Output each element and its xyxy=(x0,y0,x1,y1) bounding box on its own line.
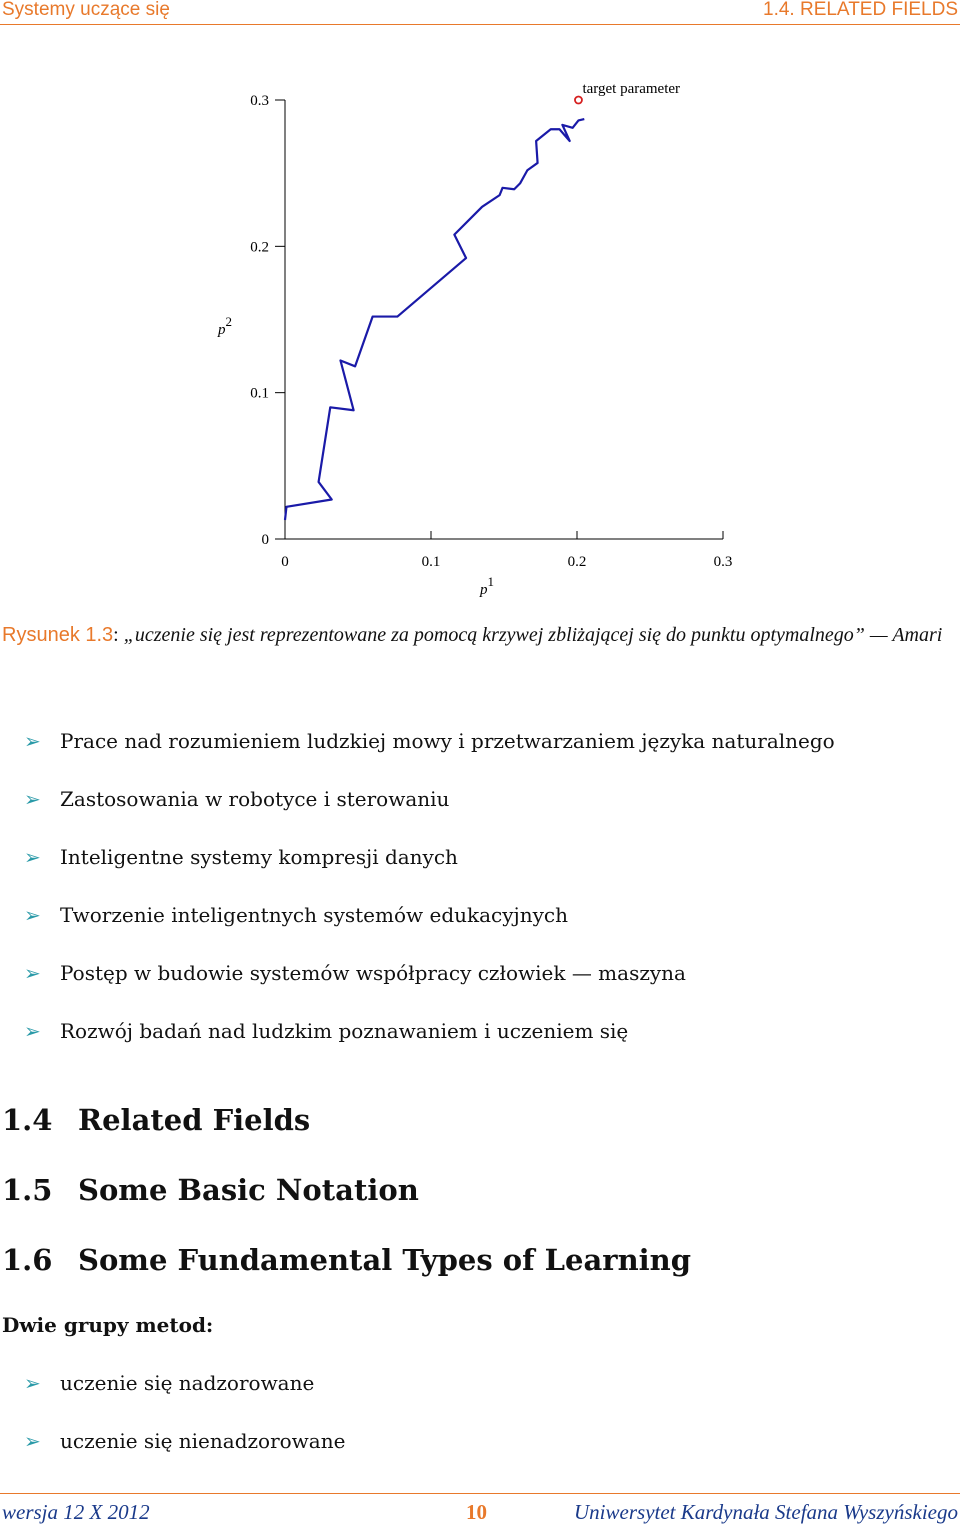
bullet-icon: ➢ xyxy=(24,729,41,753)
axis-label: p2 xyxy=(217,314,232,338)
bullet-icon: ➢ xyxy=(24,787,41,811)
x-tick-label: 0.1 xyxy=(422,554,441,570)
bullet-icon: ➢ xyxy=(24,1429,41,1453)
bullet-icon: ➢ xyxy=(24,845,41,869)
list-item: uczenie się nadzorowane xyxy=(60,1371,315,1395)
list-item: Inteligentne systemy kompresji danych xyxy=(60,845,458,869)
list-item: Tworzenie inteligentnych systemów edukac… xyxy=(60,903,569,927)
section-title: Some Basic Notation xyxy=(78,1173,419,1207)
section-heading: 1.5 Some Basic Notation xyxy=(2,1173,419,1207)
caption-label: Rysunek 1.3 xyxy=(2,624,114,646)
list-item: Rozwój badań nad ludzkim poznawaniem i u… xyxy=(60,1019,629,1043)
y-tick-label: 0.1 xyxy=(250,386,269,402)
list-item: uczenie się nienadzorowane xyxy=(60,1429,346,1453)
target-marker xyxy=(574,95,583,105)
section-number: 1.6 xyxy=(2,1243,53,1277)
footer-rule xyxy=(0,1493,960,1494)
section-heading: 1.4 Related Fields xyxy=(2,1103,310,1137)
section-title: Related Fields xyxy=(78,1103,311,1137)
bullet-icon: ➢ xyxy=(24,1371,41,1395)
y-tick-label: 0.3 xyxy=(250,93,269,109)
list-item: Zastosowania w robotyce i sterowaniu xyxy=(60,787,450,811)
footer-right: Uniwersytet Kardynała Stefana Wyszyńskie… xyxy=(574,1500,958,1524)
x-tick-label: 0 xyxy=(281,554,289,570)
header-left: Systemy uczące się xyxy=(2,0,170,20)
section-heading: 1.6 Some Fundamental Types of Learning xyxy=(2,1243,691,1277)
x-tick-label: 0.3 xyxy=(714,554,733,570)
axis-index: 1 xyxy=(488,574,495,589)
list-item: Prace nad rozumieniem ludzkiej mowy i pr… xyxy=(60,729,835,753)
section-number: 1.4 xyxy=(2,1103,53,1137)
annotation-text: target parameter xyxy=(582,81,680,97)
axis-label: p1 xyxy=(479,574,494,598)
bullet-icon: ➢ xyxy=(24,1019,41,1043)
section-number: 1.5 xyxy=(2,1173,53,1207)
axis-symbol: p xyxy=(217,322,226,338)
caption: Rysunek 1.3: „uczenie się jest reprezent… xyxy=(2,624,943,646)
header-right: 1.4. RELATED FIELDS xyxy=(763,0,958,20)
y-tick-label: 0.2 xyxy=(250,239,269,255)
footer-left: wersja 12 X 2012 xyxy=(2,1500,150,1524)
header-rule xyxy=(0,24,960,25)
page-number: 10 xyxy=(466,1500,487,1524)
bullet-icon: ➢ xyxy=(24,903,41,927)
caption-text: „uczenie się jest reprezentowane za pomo… xyxy=(123,624,943,646)
axis-symbol: p xyxy=(479,582,488,598)
y-tick-label: 0 xyxy=(262,532,270,548)
data-line xyxy=(283,117,585,521)
list-item: Postęp w budowie systemów współpracy czł… xyxy=(60,961,686,985)
section-title: Some Fundamental Types of Learning xyxy=(78,1243,692,1277)
x-tick-label: 0.2 xyxy=(568,554,587,570)
axis-index: 2 xyxy=(226,314,233,329)
bullet-icon: ➢ xyxy=(24,961,41,985)
paragraph: Dwie grupy metod: xyxy=(2,1313,214,1337)
